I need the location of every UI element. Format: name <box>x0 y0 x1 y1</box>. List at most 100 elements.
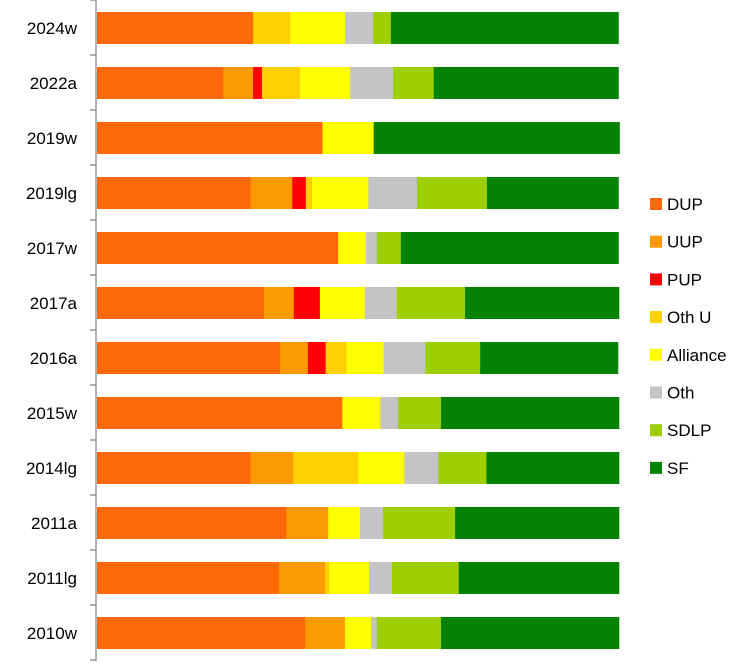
bar-segment-2010w-oth <box>371 617 378 649</box>
bar-segment-2015w-dup <box>97 397 343 429</box>
bar-segment-2024w-sdlp <box>373 12 392 44</box>
bar-segment-2019lg-pup <box>292 177 307 209</box>
legend-swatch <box>650 198 662 210</box>
bar-segment-2011lg-alliance <box>329 562 370 594</box>
bar-segment-2019lg-dup <box>97 177 251 209</box>
bar-segment-2010w-dup <box>97 617 306 649</box>
bar-segment-2019lg-uup <box>250 177 293 209</box>
bar-segment-2022a-dup <box>97 67 224 99</box>
bar-segment-2016a-dup <box>97 342 281 374</box>
category-label: 2014lg <box>26 459 77 478</box>
bar-segment-2022a-sf <box>433 67 619 99</box>
category-label: 2010w <box>27 624 78 643</box>
bar-segment-2010w-alliance <box>344 617 372 649</box>
bar-segment-2017w-sf <box>400 232 619 264</box>
legend-swatch <box>650 235 662 248</box>
bar-segment-2019w-sf <box>373 122 620 154</box>
bar-segment-2011a-alliance <box>328 507 361 539</box>
bar-segment-2011lg-dup <box>97 562 280 594</box>
bar-segment-2011a-uup <box>286 507 329 539</box>
bar-segment-2022a-uup <box>223 67 254 99</box>
legend-label: SF <box>667 459 689 478</box>
legend-label: UUP <box>667 233 703 252</box>
bar-segment-2017a-sf <box>465 287 620 319</box>
bar-segment-2019w-alliance <box>322 122 374 154</box>
bar-segment-2022a-sdlp <box>392 67 434 99</box>
bar-segment-2016a-uup <box>280 342 309 374</box>
bar-segment-2016a-pup <box>307 342 326 374</box>
bar-segment-2010w-sdlp <box>376 617 442 649</box>
bar-segment-2010w-sf <box>440 617 620 649</box>
bar-segment-2019w-dup <box>97 122 323 154</box>
bar-segment-2014lg-sf <box>486 452 620 484</box>
bar-segment-2015w-sf <box>440 397 620 429</box>
bar-segment-2015w-alliance <box>342 397 381 429</box>
bar-segment-2017w-dup <box>97 232 339 264</box>
bar-segment-2016a-oth-u <box>325 342 347 374</box>
bar-segment-2022a-oth <box>350 67 394 99</box>
legend-label: PUP <box>667 270 702 289</box>
category-label: 2015w <box>27 404 78 423</box>
legend-label: Oth U <box>667 308 711 327</box>
legend-label: SDLP <box>667 421 711 440</box>
bar-segment-2014lg-oth-u <box>293 452 359 484</box>
bar-segment-2011a-dup <box>97 507 287 539</box>
bar-segment-2011lg-oth-u <box>325 562 330 594</box>
bar-segment-2017a-pup <box>293 287 321 319</box>
category-label: 2022a <box>30 74 78 93</box>
bar-segment-2011lg-oth <box>368 562 393 594</box>
category-label: 2024w <box>27 19 78 38</box>
category-label: 2011a <box>31 514 78 533</box>
bar-segment-2024w-oth <box>344 12 374 44</box>
bar-segment-2017w-alliance <box>338 232 367 264</box>
bar-segment-2010w-uup <box>305 617 346 649</box>
category-label: 2011lg <box>27 569 77 588</box>
bar-segment-2014lg-alliance <box>358 452 405 484</box>
legend-label: DUP <box>667 195 703 214</box>
bar-segment-2017a-sdlp <box>396 287 466 319</box>
bar-segment-2019lg-oth-u <box>305 177 313 209</box>
legend-swatch <box>650 273 662 286</box>
bar-segment-2016a-sdlp <box>425 342 481 374</box>
bar-segment-2014lg-oth <box>404 452 439 484</box>
legend-swatch <box>650 424 662 437</box>
bar-segment-2024w-oth-u <box>253 12 291 44</box>
bar-segment-2019lg-sf <box>486 177 619 209</box>
bar-segment-2024w-sf <box>390 12 619 44</box>
bar-segment-2024w-dup <box>97 12 254 44</box>
bar-segment-2024w-alliance <box>290 12 346 44</box>
bar-segment-2017w-oth <box>365 232 378 264</box>
bar-segment-2016a-alliance <box>346 342 384 374</box>
bar-segment-2022a-pup <box>253 67 263 99</box>
bar-segment-2011lg-sdlp <box>391 562 460 594</box>
bar-segment-2014lg-sdlp <box>438 452 487 484</box>
category-label: 2019w <box>27 129 78 148</box>
legend-label: Alliance <box>667 346 727 365</box>
bar-segment-2011lg-sf <box>458 562 620 594</box>
bar-segment-2011lg-uup <box>279 562 326 594</box>
category-label: 2019lg <box>26 184 77 203</box>
category-label: 2017a <box>30 294 78 313</box>
bar-segment-2015w-oth <box>380 397 399 429</box>
legend-label: Oth <box>667 384 694 403</box>
legend-swatch <box>650 348 662 361</box>
bar-segment-2015w-sdlp <box>398 397 442 429</box>
legend-swatch <box>650 461 662 474</box>
bar-segment-2019lg-oth <box>368 177 418 209</box>
category-label: 2017w <box>27 239 78 258</box>
bar-segment-2016a-sf <box>480 342 619 374</box>
bar-segment-2022a-alliance <box>300 67 351 99</box>
bar-segment-2011a-sf <box>455 507 620 539</box>
bar-segment-2017w-sdlp <box>376 232 402 264</box>
category-label: 2016a <box>30 349 78 368</box>
bar-segment-2022a-oth-u <box>261 67 301 99</box>
bar-segment-2017a-dup <box>97 287 265 319</box>
bar-segment-2016a-oth <box>383 342 426 374</box>
bar-segment-2019lg-sdlp <box>416 177 488 209</box>
bar-segment-2011a-oth <box>360 507 384 539</box>
legend-swatch <box>650 386 662 399</box>
bar-segment-2014lg-uup <box>250 452 294 484</box>
legend-swatch <box>650 311 662 324</box>
bar-segment-2017a-uup <box>264 287 295 319</box>
